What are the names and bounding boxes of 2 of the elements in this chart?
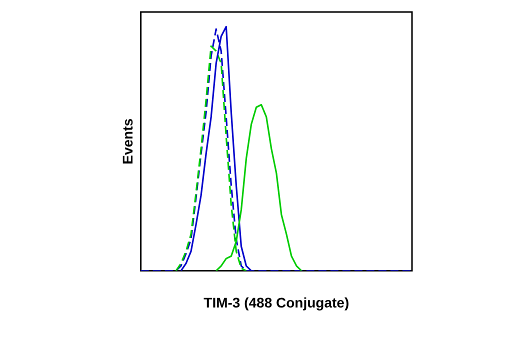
y-axis-title: Events — [119, 118, 136, 164]
x-axis-title: TIM-3 (488 Conjugate) — [204, 294, 350, 310]
